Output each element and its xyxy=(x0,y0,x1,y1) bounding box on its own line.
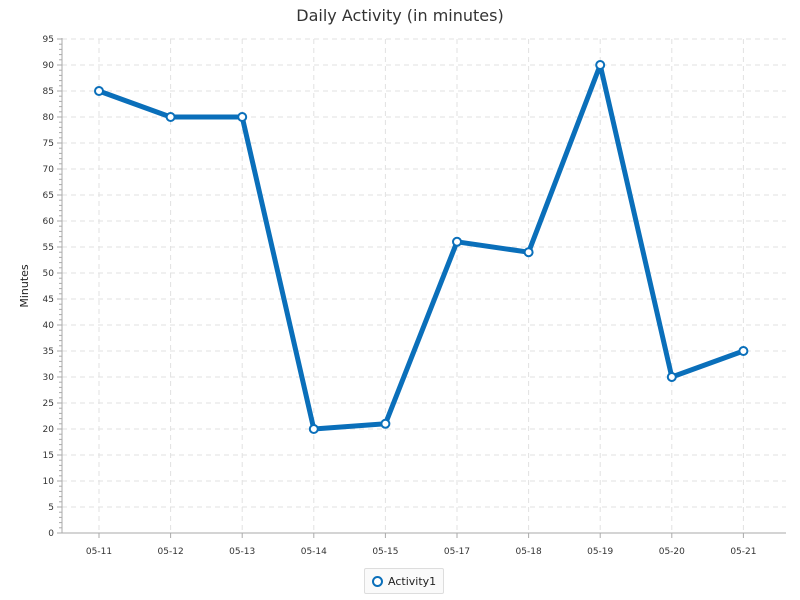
y-tick-label: 35 xyxy=(43,347,54,357)
y-tick-label: 55 xyxy=(43,243,54,253)
data-point xyxy=(523,247,534,258)
y-tick-label: 75 xyxy=(43,139,54,149)
data-point xyxy=(595,60,606,70)
y-tick-label: 45 xyxy=(43,295,54,305)
y-tick-label: 95 xyxy=(43,35,54,45)
x-tick-label: 05-19 xyxy=(587,547,613,557)
data-point xyxy=(452,236,462,247)
y-tick-label: 80 xyxy=(43,113,55,123)
y-tick-label: 70 xyxy=(43,165,55,175)
x-tick-label: 05-12 xyxy=(158,547,184,557)
x-tick-label: 05-17 xyxy=(444,547,470,557)
data-point xyxy=(165,112,176,122)
y-tick-label: 30 xyxy=(43,373,55,383)
x-tick-label: 05-13 xyxy=(229,547,255,557)
legend-label: Activity1 xyxy=(388,574,437,588)
y-tick-label: 40 xyxy=(43,321,55,331)
data-point xyxy=(666,372,677,382)
y-tick-label: 65 xyxy=(43,191,54,201)
y-tick-label: 0 xyxy=(48,529,54,539)
y-tick-label: 60 xyxy=(43,217,55,227)
y-tick-label: 50 xyxy=(43,269,55,279)
x-tick-label: 05-20 xyxy=(659,547,685,557)
x-tick-label: 05-15 xyxy=(372,547,398,557)
legend[interactable]: Activity1 xyxy=(364,568,445,594)
x-tick-label: 05-18 xyxy=(516,547,542,557)
x-tick-label: 05-21 xyxy=(730,547,756,557)
x-tick-label: 05-11 xyxy=(86,547,112,557)
data-point xyxy=(380,418,391,429)
chart-title: Daily Activity (in minutes) xyxy=(296,6,504,25)
series-activity1 xyxy=(94,60,749,434)
series-line xyxy=(96,62,746,432)
y-tick-label: 20 xyxy=(43,425,55,435)
grid-lines xyxy=(62,38,786,533)
legend-marker-icon xyxy=(372,575,383,587)
y-tick-label: 85 xyxy=(43,87,54,97)
data-point xyxy=(94,86,104,96)
y-tick-label: 15 xyxy=(43,451,54,461)
y-tick-label: 25 xyxy=(43,399,54,409)
data-point xyxy=(738,346,749,356)
data-point xyxy=(237,112,248,122)
y-tick-label: 5 xyxy=(48,503,54,513)
y-tick-label: 10 xyxy=(43,477,55,487)
data-point xyxy=(308,424,319,434)
y-axis-title: Minutes xyxy=(18,264,31,308)
x-tick-label: 05-14 xyxy=(301,547,327,557)
axes: 0 5 10 15 20 25 30 35 40 45 50 55 60 65 70 75 80 85 90 95 05… xyxy=(43,35,786,557)
y-tick-label: 90 xyxy=(43,61,55,71)
